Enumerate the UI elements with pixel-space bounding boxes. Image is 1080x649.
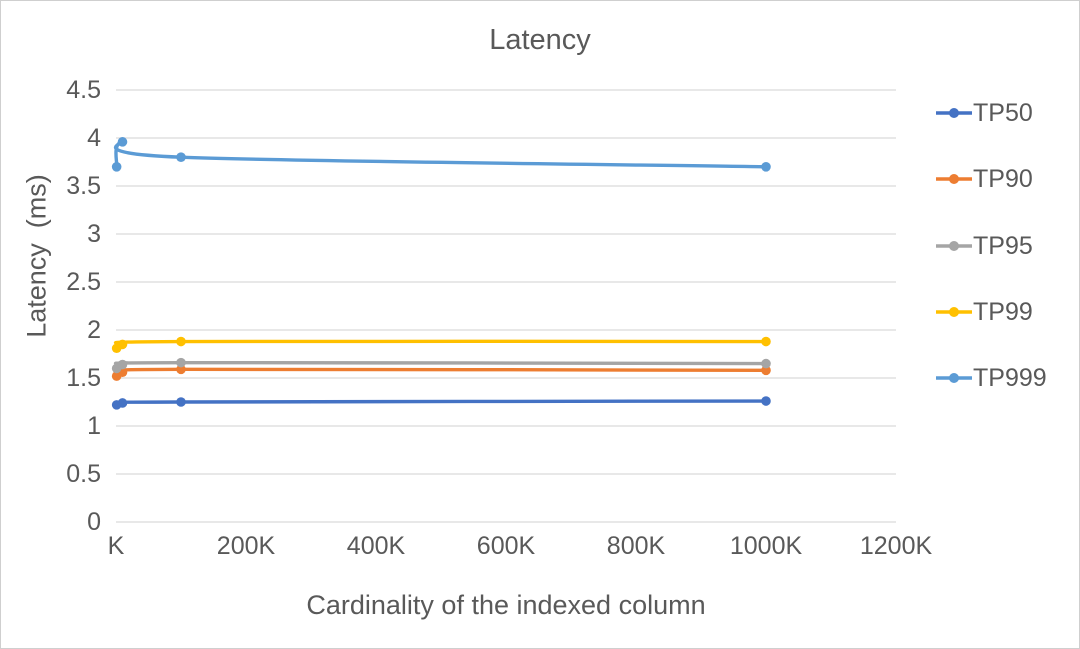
y-tick-label-3: 3 bbox=[87, 220, 101, 248]
x-tick-label-200K: 200K bbox=[216, 532, 276, 560]
data-point-tp999-100k bbox=[176, 152, 186, 162]
data-point-tp999-1k bbox=[111, 162, 122, 172]
data-point-tp50-100k bbox=[176, 397, 186, 407]
legend-dot bbox=[949, 373, 959, 383]
data-point-tp99-10k bbox=[117, 339, 128, 350]
y-tick-label-0: 0 bbox=[87, 508, 101, 536]
legend-marker-tp95-icon bbox=[936, 241, 972, 251]
data-point-tp90-100k bbox=[176, 364, 186, 375]
y-tick-label-2: 2 bbox=[87, 316, 101, 344]
y-tick-label-4: 4 bbox=[87, 124, 101, 152]
x-tick-label-800K: 800K bbox=[606, 532, 666, 560]
y-tick-label-1.5: 1.5 bbox=[66, 364, 101, 392]
legend-label-tp95: TP95 bbox=[973, 231, 1033, 260]
y-tick-label-1: 1 bbox=[87, 412, 101, 440]
legend-dot bbox=[949, 307, 959, 317]
data-point-tp999-10k bbox=[117, 137, 128, 147]
data-point-tp99-1000k bbox=[761, 336, 771, 347]
x-tick-label-K: K bbox=[107, 532, 125, 560]
legend-marker-tp50-icon bbox=[936, 108, 972, 118]
series-line-tp99 bbox=[113, 339, 768, 350]
series-line-tp999 bbox=[113, 140, 768, 169]
legend-item-tp99: TP99 bbox=[935, 297, 1033, 327]
series-line-tp95 bbox=[113, 360, 768, 371]
legend-label-tp50: TP50 bbox=[973, 98, 1033, 127]
data-point-tp99-100k bbox=[176, 336, 186, 347]
legend-item-tp50: TP50 bbox=[935, 98, 1033, 128]
legend-marker-tp90-icon bbox=[936, 174, 972, 184]
series-line-tp50 bbox=[113, 399, 768, 407]
chart-title: Latency bbox=[489, 24, 591, 56]
data-point-tp95-1000k bbox=[761, 358, 771, 369]
data-point-tp90-1000k bbox=[761, 365, 771, 376]
legend-label-tp999: TP999 bbox=[973, 363, 1047, 392]
y-tick-label-4.5: 4.5 bbox=[66, 76, 101, 104]
x-tick-label-1000K: 1000K bbox=[729, 532, 803, 560]
x-tick-label-400K: 400K bbox=[346, 532, 406, 560]
data-point-tp95-100k bbox=[176, 357, 186, 368]
data-point-tp95-10k bbox=[117, 359, 128, 370]
y-tick-label-0.5: 0.5 bbox=[66, 460, 101, 488]
x-tick-label-1200K: 1200K bbox=[859, 532, 933, 560]
y-tick-label-3.5: 3.5 bbox=[66, 172, 101, 200]
legend-dot bbox=[949, 174, 959, 184]
legend-label-tp90: TP90 bbox=[973, 164, 1033, 193]
series-line-tp90 bbox=[113, 367, 768, 378]
legend-marker-tp999-icon bbox=[936, 373, 972, 383]
legend-item-tp90: TP90 bbox=[935, 164, 1033, 194]
y-tick-label-2.5: 2.5 bbox=[66, 268, 101, 296]
x-axis-title: Cardinality of the indexed column bbox=[306, 590, 706, 620]
legend-dot bbox=[949, 108, 959, 118]
legend-item-tp95: TP95 bbox=[935, 231, 1033, 261]
x-tick-label-600K: 600K bbox=[476, 532, 536, 560]
data-point-tp50-1000k bbox=[761, 396, 771, 406]
legend-dot bbox=[949, 241, 959, 251]
y-axis-title: Latency (ms) bbox=[21, 174, 52, 338]
legend-marker-tp99-icon bbox=[936, 307, 972, 317]
data-point-tp999-1000k bbox=[761, 162, 771, 172]
legend-item-tp999: TP999 bbox=[935, 363, 1047, 393]
data-point-tp50-10k bbox=[117, 398, 128, 408]
legend-label-tp99: TP99 bbox=[973, 297, 1033, 326]
